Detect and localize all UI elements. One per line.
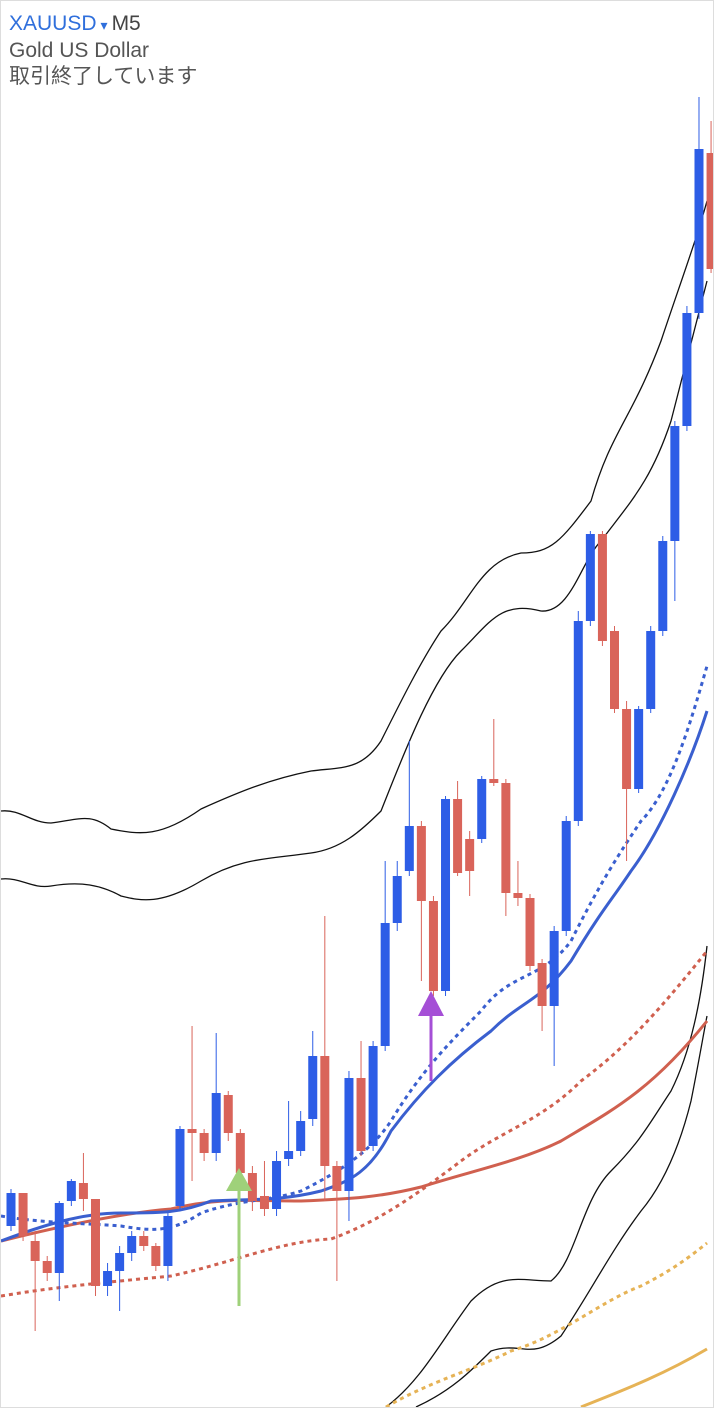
- candle-body: [380, 923, 390, 1046]
- symbol[interactable]: XAUUSD: [9, 12, 97, 35]
- candle-body: [597, 534, 607, 641]
- candle-body: [199, 1133, 209, 1153]
- candle-body: [127, 1236, 137, 1253]
- candle-body: [658, 541, 668, 631]
- candle-body: [573, 621, 583, 821]
- candle-body: [115, 1253, 125, 1271]
- header: XAUUSD ▾ M5 Gold US Dollar 取引終了しています: [9, 11, 197, 90]
- candle-body: [78, 1183, 88, 1199]
- candle-body: [489, 779, 499, 783]
- candle-body: [441, 799, 451, 991]
- candle-body: [453, 799, 463, 873]
- candle-body: [477, 779, 487, 839]
- candle-body: [465, 839, 475, 871]
- candle-body: [694, 149, 704, 313]
- candle-body: [561, 821, 571, 931]
- candle-body: [42, 1261, 52, 1273]
- lower-band-outer: [385, 945, 708, 1407]
- candle-body: [585, 534, 595, 621]
- market-status: 取引終了しています: [9, 65, 198, 88]
- signal-arrows: [226, 991, 444, 1306]
- lower-band-inner: [415, 1015, 708, 1407]
- candle-body: [139, 1236, 149, 1246]
- symbol-row[interactable]: XAUUSD ▾ M5: [9, 11, 197, 38]
- candle-body: [187, 1129, 197, 1133]
- buy-arrow-head: [226, 1168, 252, 1191]
- ma-orange-solid: [580, 1347, 708, 1407]
- candle-body: [151, 1246, 161, 1266]
- candle-body: [163, 1216, 173, 1266]
- candle-body: [54, 1203, 64, 1273]
- timeframe[interactable]: M5: [111, 12, 141, 35]
- candle-body: [247, 1173, 257, 1201]
- candle-body: [90, 1199, 100, 1286]
- candle-body: [634, 709, 644, 789]
- candle-body: [296, 1121, 306, 1151]
- upper-band-outer: [1, 200, 708, 834]
- candle-body: [272, 1161, 282, 1209]
- candle-body: [284, 1151, 294, 1159]
- candle-body: [670, 426, 680, 541]
- instrument-name: Gold US Dollar: [9, 39, 150, 62]
- bands: [1, 200, 708, 1407]
- candle-body: [404, 826, 414, 871]
- dropdown-icon[interactable]: ▾: [100, 17, 108, 33]
- ma-orange-dotted: [385, 1241, 708, 1407]
- candle-body: [525, 898, 535, 966]
- candle-body: [259, 1196, 269, 1209]
- candle-body: [549, 931, 559, 1006]
- candle-body: [66, 1181, 76, 1201]
- candle-body: [18, 1193, 28, 1236]
- ma-red-solid: [1, 1020, 709, 1243]
- candle-body: [6, 1193, 16, 1226]
- candle-body: [646, 631, 656, 709]
- candle-body: [416, 826, 426, 901]
- candle-body: [320, 1056, 330, 1166]
- candle-body: [356, 1078, 366, 1151]
- ma-blue-solid: [1, 710, 709, 1243]
- candle-body: [537, 963, 547, 1006]
- candle-body: [30, 1241, 40, 1261]
- candle-body: [513, 893, 523, 898]
- candle-body: [682, 313, 692, 426]
- candle-body: [211, 1093, 221, 1153]
- candle-body: [308, 1056, 318, 1119]
- moving-averages: [1, 665, 709, 1407]
- candle-body: [235, 1133, 245, 1173]
- ma-blue-dotted: [1, 665, 709, 1231]
- candle-body: [428, 901, 438, 991]
- upper-band-inner: [1, 280, 708, 901]
- candle-body: [368, 1046, 378, 1146]
- candle-body: [706, 153, 713, 269]
- candle-body: [344, 1078, 354, 1191]
- arrow-head: [418, 991, 444, 1016]
- candle-body: [175, 1129, 185, 1206]
- candle-body: [610, 631, 619, 709]
- candle-body: [392, 876, 402, 923]
- candles: [6, 97, 713, 1331]
- candle-body: [501, 783, 511, 893]
- ma-red-dotted: [1, 950, 709, 1298]
- candle-body: [223, 1095, 233, 1133]
- candle-body: [622, 709, 632, 789]
- candle-body: [103, 1271, 113, 1286]
- candle-body: [332, 1166, 342, 1191]
